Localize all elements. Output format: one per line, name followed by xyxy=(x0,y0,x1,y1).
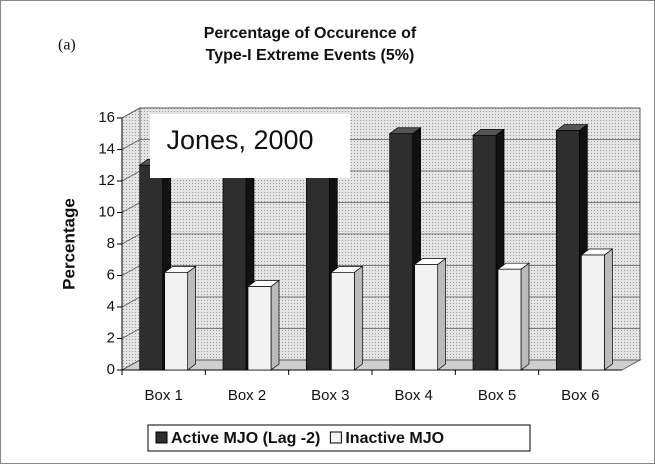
y-axis-label: Percentage xyxy=(59,198,78,290)
bar xyxy=(496,262,531,371)
bar-front xyxy=(555,130,580,371)
y-tick-label: 16 xyxy=(98,109,115,126)
bar-front xyxy=(580,254,605,371)
bar xyxy=(388,127,422,371)
y-tick-label: 8 xyxy=(107,235,115,252)
legend-label: Inactive MJO xyxy=(345,430,444,447)
annotation: Jones, 2000 xyxy=(166,125,313,155)
bar xyxy=(163,265,197,371)
bar-front xyxy=(472,134,497,371)
panel-label: (a) xyxy=(58,37,76,54)
bar-side xyxy=(187,265,197,371)
annotation-box xyxy=(150,114,350,178)
bar-side xyxy=(520,262,530,371)
chart-title: Type-I Extreme Events (5%) xyxy=(206,47,415,64)
y-tick-label: 12 xyxy=(98,172,115,189)
bar-side xyxy=(353,265,363,371)
x-tick-label: Box 2 xyxy=(228,387,266,404)
legend-label: Active MJO (Lag -2) xyxy=(171,430,320,447)
bar xyxy=(413,257,447,371)
y-tick-label: 10 xyxy=(98,203,115,220)
bar-side xyxy=(437,257,447,371)
x-tick-label: Box 4 xyxy=(394,387,432,404)
bar xyxy=(580,248,614,371)
bar-side xyxy=(603,248,613,371)
bar-front xyxy=(414,264,439,371)
bar-front xyxy=(330,272,355,371)
bar-front xyxy=(139,164,164,371)
bar-front xyxy=(247,286,272,371)
y-tick-label: 14 xyxy=(98,140,115,157)
bar xyxy=(246,279,281,371)
y-tick-label: 4 xyxy=(107,298,115,315)
bar-front xyxy=(164,272,189,371)
x-tick-label: Box 5 xyxy=(478,387,516,404)
x-tick-label: Box 1 xyxy=(144,387,182,404)
bar-side xyxy=(270,279,280,371)
legend: Active MJO (Lag -2) Inactive MJO xyxy=(147,424,531,452)
y-tick-label: 6 xyxy=(107,266,115,283)
y-tick-label: 2 xyxy=(107,329,115,346)
legend-swatch xyxy=(329,431,342,444)
bar-front xyxy=(222,175,247,371)
bar-front xyxy=(497,268,522,371)
y-tick-label: 0 xyxy=(107,361,115,378)
x-tick-label: Box 6 xyxy=(561,387,599,404)
grid-line xyxy=(121,107,640,119)
bar xyxy=(138,158,172,371)
bar-front xyxy=(305,164,330,371)
bar-front xyxy=(389,133,414,371)
plot-area: 0 2 4 6 8 10 12 14 16 Box 1 Box 2 Box 3 Box 4 Box 5 Bo… xyxy=(98,107,642,404)
chart-title: Percentage of Occurence of xyxy=(204,25,417,42)
x-tick-label: Box 3 xyxy=(311,387,349,404)
legend-swatch xyxy=(155,431,168,444)
bar xyxy=(330,265,364,371)
